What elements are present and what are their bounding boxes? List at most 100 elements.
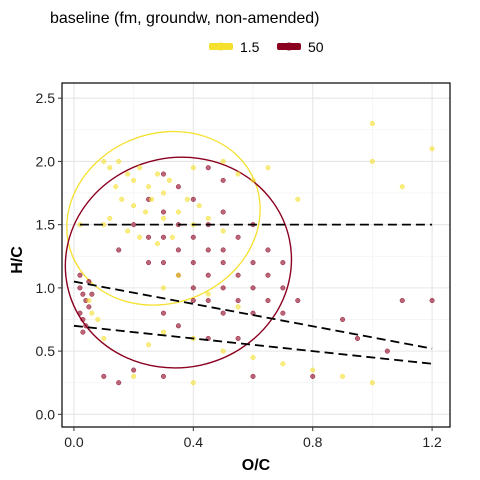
point-series-2 xyxy=(220,177,226,183)
point-series-2 xyxy=(220,260,226,266)
point-series-2 xyxy=(175,247,181,253)
plot-panel xyxy=(62,83,450,427)
point-series-1 xyxy=(131,373,137,379)
point-series-2 xyxy=(235,297,241,304)
point-series-1 xyxy=(265,165,271,171)
point-series-2 xyxy=(265,247,271,253)
point-series-1 xyxy=(184,196,190,202)
point-series-1 xyxy=(160,190,167,196)
point-series-2 xyxy=(146,234,152,240)
point-series-2 xyxy=(205,247,211,253)
data-points xyxy=(77,120,435,386)
point-series-1 xyxy=(190,165,196,171)
point-series-1 xyxy=(340,373,346,379)
point-series-1 xyxy=(235,304,241,310)
y-tick-label: 1.5 xyxy=(36,217,56,233)
point-series-1 xyxy=(250,177,256,183)
point-series-2 xyxy=(429,297,435,304)
point-series-2 xyxy=(235,234,241,240)
x-axis-ticks: 0.0 0.4 0.8 1.2 xyxy=(64,427,442,450)
point-series-2 xyxy=(220,247,226,253)
reference-line-2 xyxy=(73,280,433,350)
point-series-2 xyxy=(131,222,137,228)
legend-key-dot-series-1 xyxy=(217,42,225,51)
legend-key-dot-series-2 xyxy=(285,42,293,51)
point-series-1 xyxy=(131,203,137,209)
point-series-2 xyxy=(190,234,196,240)
point-series-1 xyxy=(86,297,92,304)
point-series-1 xyxy=(101,158,107,164)
point-series-1 xyxy=(175,209,181,215)
point-series-1 xyxy=(160,285,167,291)
point-series-1 xyxy=(369,120,375,127)
ellipse-series-2 xyxy=(64,156,293,369)
point-series-1 xyxy=(399,184,405,190)
point-series-2 xyxy=(220,209,226,215)
point-series-1 xyxy=(310,367,316,373)
point-series-2 xyxy=(250,285,256,291)
y-tick-label: 2.5 xyxy=(36,90,56,106)
point-series-2 xyxy=(116,380,122,386)
point-series-2 xyxy=(89,291,95,297)
point-series-1 xyxy=(250,354,256,360)
point-series-2 xyxy=(190,260,196,266)
point-series-2 xyxy=(340,316,346,323)
point-series-2 xyxy=(116,247,122,253)
point-series-1 xyxy=(220,228,226,234)
point-series-1 xyxy=(125,171,131,177)
point-series-1 xyxy=(89,310,95,316)
point-series-1 xyxy=(143,209,149,215)
y-tick-label: 0.0 xyxy=(36,406,56,422)
point-series-1 xyxy=(369,380,375,386)
point-series-1 xyxy=(205,215,211,221)
point-series-1 xyxy=(160,329,167,335)
point-series-2 xyxy=(160,373,167,379)
point-series-2 xyxy=(280,260,286,266)
point-series-1 xyxy=(146,184,152,190)
point-series-2 xyxy=(146,260,152,266)
y-axis-ticks: 0.0 0.5 1.0 1.5 2.0 2.5 xyxy=(36,90,62,422)
point-series-1 xyxy=(146,342,152,348)
x-axis-title: O/C xyxy=(242,457,271,474)
legend-label-series-2: 50 xyxy=(308,39,324,55)
point-series-2 xyxy=(265,297,271,304)
point-series-2 xyxy=(205,297,211,304)
point-series-1 xyxy=(166,177,172,183)
y-tick-label: 1.0 xyxy=(36,280,56,296)
y-tick-label: 0.5 xyxy=(36,343,56,359)
point-series-1 xyxy=(125,228,131,234)
point-series-2 xyxy=(175,184,181,190)
point-series-2 xyxy=(86,279,92,285)
point-series-2 xyxy=(384,348,390,354)
point-series-1 xyxy=(101,335,107,342)
point-series-1 xyxy=(280,361,286,367)
point-series-2 xyxy=(235,335,241,342)
point-series-2 xyxy=(220,285,226,291)
point-series-1 xyxy=(137,234,143,240)
point-series-2 xyxy=(77,285,83,291)
point-series-1 xyxy=(369,158,375,164)
y-tick-label: 2.0 xyxy=(36,153,56,169)
point-series-1 xyxy=(107,215,113,221)
point-series-2 xyxy=(86,304,92,310)
x-tick-label: 0.4 xyxy=(184,434,204,450)
point-series-1 xyxy=(116,158,122,164)
point-series-2 xyxy=(80,291,86,297)
point-series-2 xyxy=(80,316,86,323)
point-series-1 xyxy=(220,158,226,164)
x-tick-label: 0.8 xyxy=(303,434,323,450)
point-series-2 xyxy=(220,310,226,316)
point-series-1 xyxy=(131,177,137,183)
plot-border xyxy=(61,82,451,428)
point-series-1 xyxy=(175,272,181,278)
legend: 1.5 50 xyxy=(209,39,324,55)
point-series-2 xyxy=(80,329,86,335)
point-series-1 xyxy=(235,171,241,177)
point-series-2 xyxy=(101,373,107,379)
point-series-2 xyxy=(83,323,89,329)
point-series-1 xyxy=(190,380,196,386)
reference-lines xyxy=(73,223,433,365)
point-series-2 xyxy=(354,335,361,342)
point-series-1 xyxy=(113,184,119,190)
